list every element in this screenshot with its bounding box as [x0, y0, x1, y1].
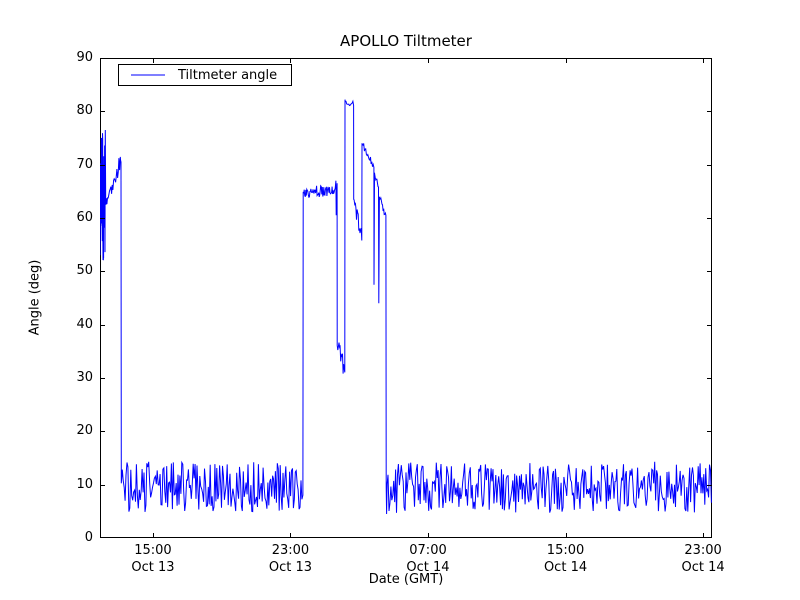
x-tick-label-2300-oct-13: 23:00 Oct 13 — [268, 543, 313, 575]
x-tick-label-0700-oct-14: 07:00 Oct 14 — [406, 543, 450, 575]
legend-line-sample — [131, 74, 165, 76]
y-tick-label-80: 80 — [76, 103, 93, 119]
y-tick-label-40: 40 — [76, 316, 93, 332]
plot-area: Tiltmeter angle — [100, 58, 712, 538]
x-axis-label: Date (GMT) — [368, 572, 444, 587]
y-tick-label-90: 90 — [76, 50, 93, 65]
chart-title: APOLLO Tiltmeter — [340, 32, 472, 50]
y-axis-label: Angle (deg) — [27, 259, 43, 336]
y-tick-label-30: 30 — [76, 370, 93, 385]
axes-frame — [100, 58, 712, 538]
y-tick-label-60: 60 — [76, 210, 93, 225]
legend-box: Tiltmeter angle — [118, 64, 292, 86]
y-tick-label-50: 50 — [76, 263, 93, 279]
y-tick-label-70: 70 — [76, 156, 93, 172]
series-line-tiltmeter-angle — [100, 99, 712, 515]
x-tick-label-1500-oct-13: 15:00 Oct 13 — [131, 543, 175, 575]
x-tick-label-2300-oct-14: 23:00 Oct 14 — [681, 543, 725, 575]
y-tick-label-0: 0 — [84, 530, 93, 545]
tiltmeter-line-plot — [100, 58, 712, 538]
y-tick-label-10: 10 — [76, 476, 93, 492]
legend-entry-label: Tiltmeter angle — [178, 67, 278, 83]
y-tick-label-20: 20 — [76, 423, 93, 439]
x-tick-label-1500-oct-14: 15:00 Oct 14 — [543, 543, 588, 575]
